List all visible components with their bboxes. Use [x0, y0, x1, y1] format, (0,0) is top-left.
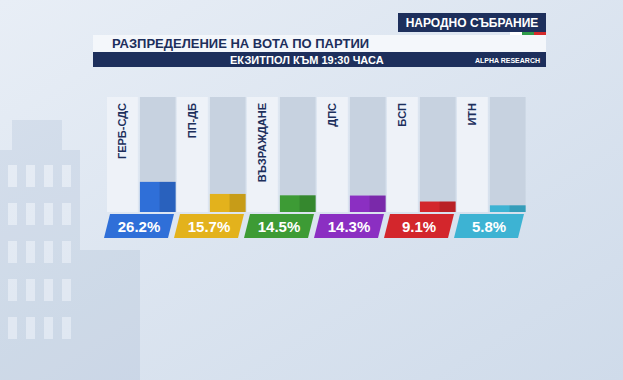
label-box — [314, 214, 384, 238]
bar — [490, 205, 526, 212]
background — [0, 0, 623, 380]
bar-shade — [370, 196, 386, 212]
building-window — [44, 279, 53, 301]
label-box — [384, 214, 454, 238]
building-part — [12, 120, 62, 150]
bar — [140, 182, 176, 212]
data-label: 5.8% — [472, 218, 506, 235]
bar — [280, 195, 316, 212]
data-label: 14.5% — [258, 218, 301, 235]
data-label: 26.2% — [118, 218, 161, 235]
bar-shade — [230, 194, 246, 212]
label-box — [244, 214, 314, 238]
columns — [107, 97, 526, 212]
building-part — [0, 150, 80, 380]
building-window — [26, 203, 35, 225]
category-label: ПП-ДБ — [186, 103, 198, 138]
building-window — [26, 241, 35, 263]
label-box — [104, 214, 174, 238]
category-label: ИТН — [466, 103, 478, 126]
building-window — [8, 317, 17, 339]
building-window — [62, 279, 71, 301]
range-column — [420, 97, 456, 212]
building-window — [62, 317, 71, 339]
label-column — [317, 97, 348, 212]
range-column — [350, 97, 386, 212]
category-label: ДПС — [326, 103, 338, 127]
category-label: ВЪЗРАЖДАНЕ — [256, 103, 268, 182]
header: НАРОДНО СЪБРАНИЕ — [406, 16, 539, 30]
label-box — [454, 214, 524, 238]
bar — [420, 202, 456, 212]
data-label: 9.1% — [402, 218, 436, 235]
bar-shade — [440, 202, 456, 212]
subtitle: ЕКЗИТПОЛ КЪМ 19:30 ЧАСА — [230, 54, 384, 66]
header-box — [398, 13, 546, 32]
bar-shade — [300, 195, 316, 212]
building-window — [44, 165, 53, 187]
range-column — [210, 97, 246, 212]
category-label: БСП — [396, 103, 408, 127]
building-window — [62, 241, 71, 263]
building-window — [26, 165, 35, 187]
label-column — [247, 97, 278, 212]
building-window — [26, 279, 35, 301]
building-part — [80, 250, 140, 380]
data-label: 15.7% — [188, 218, 231, 235]
range-column — [140, 97, 176, 212]
bar — [350, 196, 386, 212]
building-window — [62, 165, 71, 187]
logo: ALPHA RESEARCH — [475, 57, 540, 64]
label-column — [177, 97, 208, 212]
label-column — [387, 97, 418, 212]
flag-stripe — [522, 32, 534, 35]
bar-shade — [160, 182, 176, 212]
range-column — [280, 97, 316, 212]
building-window — [44, 203, 53, 225]
building-window — [8, 279, 17, 301]
bar-shade — [510, 205, 526, 212]
building-window — [8, 203, 17, 225]
building-window — [26, 317, 35, 339]
label-column — [457, 97, 488, 212]
label-column — [107, 97, 138, 212]
building-window — [44, 241, 53, 263]
data-label: 14.3% — [328, 218, 371, 235]
building-window — [8, 241, 17, 263]
data-labels: 26.2% 15.7% 14.5% 14.3% 9.1% 5.8% — [104, 214, 524, 238]
flag-stripe — [534, 32, 546, 35]
flag-stripe — [510, 32, 522, 35]
range-column — [490, 97, 526, 212]
bar — [210, 194, 246, 212]
building-window — [62, 203, 71, 225]
building-window — [44, 317, 53, 339]
title-box — [93, 35, 546, 52]
chart: НАРОДНО СЪБРАНИЕ РАЗПРЕДЕЛЕНИЕ НА ВОТА ПО… — [0, 0, 623, 380]
subtitle-box — [93, 52, 546, 67]
building-window — [8, 165, 17, 187]
bars — [140, 182, 526, 212]
title: РАЗПРЕДЕЛЕНИЕ НА ВОТА ПО ПАРТИИ — [112, 36, 369, 51]
label-box — [174, 214, 244, 238]
category-label: ГЕРБ-СДС — [116, 103, 128, 159]
category-labels: ГЕРБ-СДС ПП-ДБ ВЪЗРАЖДАНЕ ДПС БСП ИТН — [116, 103, 478, 182]
